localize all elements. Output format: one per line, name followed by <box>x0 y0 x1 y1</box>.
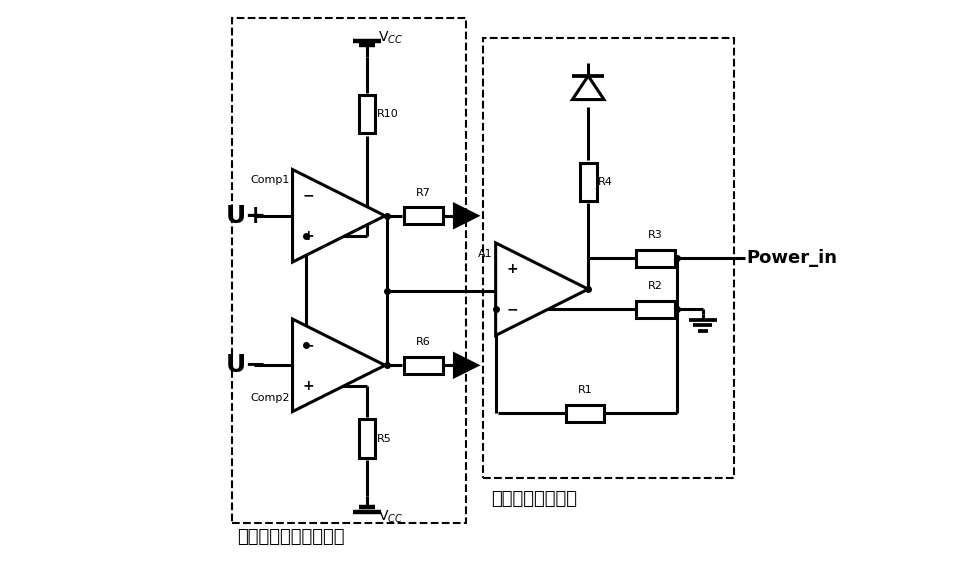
Polygon shape <box>454 354 477 376</box>
Text: 电源电压检测电路: 电源电压检测电路 <box>491 490 577 508</box>
Text: 电压正负半周判断电路: 电压正负半周判断电路 <box>237 528 345 547</box>
Text: A1: A1 <box>478 248 493 259</box>
Bar <box>358 420 376 458</box>
Text: V$_{CC}$: V$_{CC}$ <box>379 30 404 46</box>
Text: Comp1: Comp1 <box>251 175 289 185</box>
Text: R3: R3 <box>648 230 662 240</box>
Bar <box>636 249 675 266</box>
Text: −: − <box>303 188 315 202</box>
Text: U−: U− <box>226 353 267 377</box>
Text: −: − <box>506 303 518 316</box>
Polygon shape <box>572 76 604 100</box>
Polygon shape <box>292 170 385 262</box>
Bar <box>358 95 376 133</box>
Text: R2: R2 <box>648 281 663 291</box>
Text: +: + <box>303 229 315 243</box>
Text: Power_in: Power_in <box>747 249 838 267</box>
Text: R10: R10 <box>377 109 399 119</box>
Text: +: + <box>506 262 518 276</box>
Bar <box>580 163 596 201</box>
Text: Comp2: Comp2 <box>251 393 289 403</box>
Bar <box>566 405 604 422</box>
Bar <box>636 301 675 318</box>
Bar <box>404 208 443 225</box>
Text: R5: R5 <box>377 434 392 443</box>
Bar <box>483 38 734 478</box>
Polygon shape <box>495 243 588 336</box>
Bar <box>404 357 443 374</box>
Text: R4: R4 <box>598 177 614 187</box>
Text: +: + <box>303 379 315 393</box>
Text: R6: R6 <box>416 337 431 347</box>
Bar <box>232 18 466 523</box>
Polygon shape <box>292 319 385 412</box>
Text: U+: U+ <box>226 204 267 228</box>
Text: R7: R7 <box>416 188 431 198</box>
Text: R1: R1 <box>578 385 592 395</box>
Text: V$_{CC}$: V$_{CC}$ <box>379 509 404 524</box>
Text: −: − <box>303 338 315 352</box>
Polygon shape <box>454 205 477 227</box>
